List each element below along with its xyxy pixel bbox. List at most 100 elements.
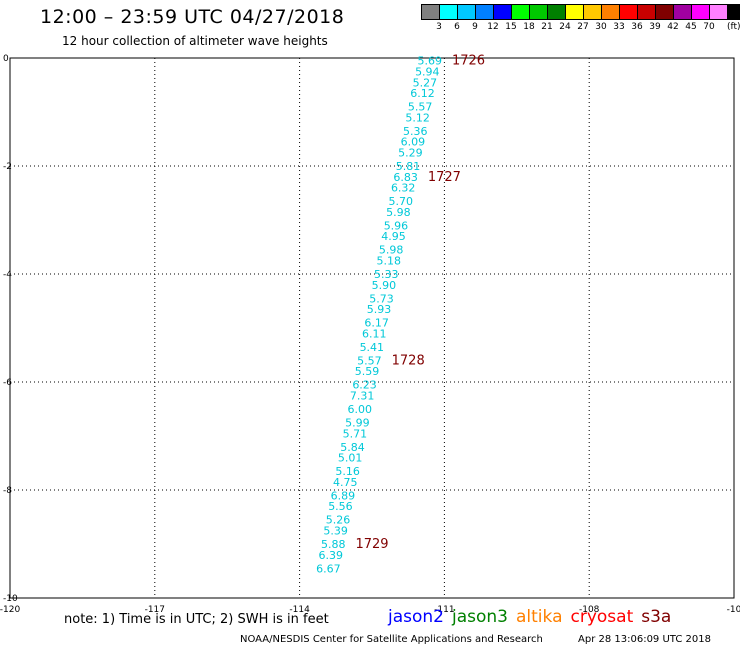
legend-color-box: [440, 5, 458, 19]
wave-height-label: 5.96: [384, 219, 409, 232]
legend-color-box: [548, 5, 566, 19]
legend-tick-label: 3: [436, 22, 442, 32]
pass-time-label: 1726: [452, 54, 485, 69]
wave-height-label: 6.09: [401, 136, 426, 149]
legend-tick-label: 9: [472, 22, 478, 32]
wave-height-label: 5.29: [398, 147, 423, 160]
legend-color-box: [530, 5, 548, 19]
credit-text: NOAA/NESDIS Center for Satellite Applica…: [240, 634, 543, 645]
wave-height-label: 5.26: [326, 514, 351, 527]
legend-tick-label: 15: [505, 22, 517, 32]
footer-note: note: 1) Time is in UTC; 2) SWH is in fe…: [64, 612, 329, 627]
pass-time-label: 1727: [428, 170, 461, 185]
legend-tick-label: 30: [595, 22, 607, 32]
wave-height-label: 5.57: [408, 101, 433, 114]
wave-height-label: 7.31: [350, 390, 375, 403]
y-tick-label: -4: [3, 270, 12, 280]
wave-height-label: 5.01: [338, 452, 363, 465]
legend-color-box: [494, 5, 512, 19]
satellite-name-s3a: s3a: [641, 607, 672, 627]
legend-tick-label: 27: [577, 22, 589, 32]
wave-height-label: 5.57: [357, 354, 382, 367]
wave-height-label: 6.17: [364, 317, 389, 330]
legend-tick-label: 12: [487, 22, 499, 32]
wave-height-label: 5.36: [403, 125, 428, 138]
wave-height-label: 5.70: [389, 195, 414, 208]
legend-color-box: [458, 5, 476, 19]
legend-color-box: [674, 5, 692, 19]
pass-time-label: 1729: [355, 537, 388, 552]
wave-height-label: 5.41: [360, 341, 385, 354]
legend-tick-label: 70: [703, 22, 715, 32]
wave-height-label: 5.81: [396, 160, 421, 173]
legend-tick-label: 39: [649, 22, 661, 32]
legend-color-box: [512, 5, 530, 19]
legend-color-box: [422, 5, 440, 19]
x-tick-label: -114: [289, 605, 310, 615]
satellite-name-jason2: jason2: [388, 607, 444, 627]
wave-height-label: 5.94: [415, 66, 440, 79]
legend-tick-label: 18: [523, 22, 535, 32]
wave-height-label: 5.18: [376, 255, 401, 268]
wave-height-label: 5.99: [345, 417, 370, 430]
legend-color-box: [584, 5, 602, 19]
wave-height-label: 6.32: [391, 182, 416, 195]
x-tick-label: -108: [579, 605, 600, 615]
wave-height-label: 4.75: [333, 476, 358, 489]
wave-height-label: 5.73: [369, 292, 394, 305]
timestamp-text: Apr 28 13:06:09 UTC 2018: [578, 634, 711, 645]
wave-height-label: 5.84: [340, 441, 365, 454]
wave-height-label: 6.12: [410, 87, 435, 100]
legend-color-boxes: [421, 4, 740, 20]
legend-tick-label: 33: [613, 22, 625, 32]
wave-height-label: 4.95: [381, 230, 406, 243]
wave-height-label: 6.39: [319, 549, 344, 562]
wave-height-label: 5.90: [372, 279, 397, 292]
wave-height-label: 5.93: [367, 303, 392, 316]
wave-height-label: 5.98: [379, 244, 404, 257]
wave-height-label: 5.12: [405, 111, 430, 124]
wave-height-label: 5.16: [335, 465, 360, 478]
legend-color-box: [710, 5, 728, 19]
wave-height-label: 5.71: [343, 427, 368, 440]
legend-color-box: [656, 5, 674, 19]
wave-height-label: 6.83: [393, 171, 418, 184]
chart-title: 12:00 – 23:59 UTC 04/27/2018: [40, 6, 345, 28]
wave-height-label: 6.89: [331, 489, 356, 502]
wave-height-label: 5.27: [413, 76, 438, 89]
wave-height-label: 6.11: [362, 327, 387, 340]
wave-height-label: 6.67: [316, 562, 341, 575]
y-tick-label: -8: [3, 486, 12, 496]
wave-height-label: 5.98: [386, 206, 411, 219]
legend-tick-label: 45: [685, 22, 697, 32]
y-tick-label: -10: [3, 594, 18, 604]
wave-height-label: 5.56: [328, 500, 353, 513]
satellite-name-altika: altika: [516, 607, 563, 627]
legend-tick-label: 36: [631, 22, 643, 32]
y-tick-label: 0: [3, 54, 9, 64]
x-tick-label: -111: [434, 605, 454, 615]
plot-frame: [9, 57, 735, 599]
legend-color-box: [638, 5, 656, 19]
legend-labels: 3 6 9 12 15 18 21 24 27 30 33 36 39 42 45 70: [421, 20, 740, 32]
legend-unit: (ft): [727, 22, 740, 32]
legend-tick-label: 21: [541, 22, 553, 32]
satellite-legend: jason2 jason3 altika cryosat s3a: [388, 607, 679, 627]
legend-tick-label: 6: [454, 22, 460, 32]
legend-color-box: [620, 5, 638, 19]
wave-height-label: 5.69: [417, 55, 442, 68]
wave-height-label: 5.33: [374, 268, 399, 281]
wave-height-label: 6.23: [352, 379, 377, 392]
y-tick-label: -6: [3, 378, 12, 388]
x-tick-label: -10: [727, 605, 740, 615]
legend-tick-label: 42: [667, 22, 679, 32]
legend-color-box: [566, 5, 584, 19]
wave-height-label: 5.59: [355, 365, 380, 378]
legend-color-box: [602, 5, 620, 19]
wave-height-label: 5.39: [323, 525, 348, 538]
wave-height-label: 6.00: [348, 403, 373, 416]
legend-color-box: [728, 5, 740, 19]
wave-height-label: 5.88: [321, 538, 346, 551]
satellite-name-cryosat: cryosat: [570, 607, 634, 627]
